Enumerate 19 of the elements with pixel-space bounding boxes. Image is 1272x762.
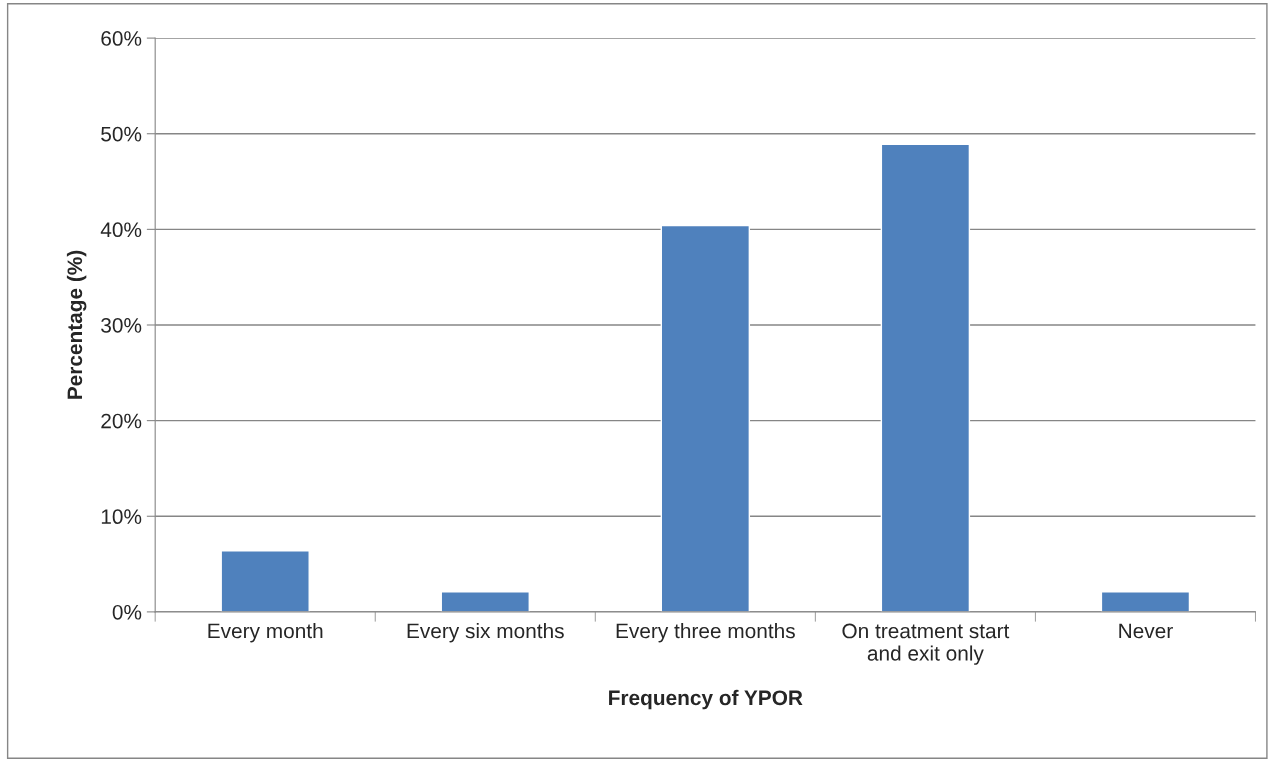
bar bbox=[880, 143, 971, 612]
y-tick-label: 10% bbox=[101, 509, 142, 525]
y-tick-label: 50% bbox=[101, 126, 142, 142]
y-tick-label: 20% bbox=[101, 413, 142, 429]
bar bbox=[660, 224, 751, 612]
y-tick-label: 0% bbox=[112, 604, 142, 620]
x-tick-label: Every month bbox=[208, 623, 323, 643]
bar bbox=[220, 549, 310, 612]
y-tick-label: 60% bbox=[101, 31, 142, 46]
x-axis-title: Frequency of YPOR bbox=[609, 689, 803, 710]
x-tick-label: Every three months bbox=[616, 623, 795, 643]
x-tick-label: Never bbox=[1119, 623, 1173, 639]
y-tick-label: 30% bbox=[101, 317, 142, 333]
x-tick-label: On treatment start and exit only bbox=[842, 623, 1010, 665]
y-axis-title: Percentage (%) bbox=[66, 250, 87, 399]
bar bbox=[1100, 591, 1191, 612]
x-tick-label: Every six months bbox=[407, 623, 564, 643]
bar bbox=[440, 591, 530, 612]
y-tick-label: 40% bbox=[100, 222, 142, 238]
